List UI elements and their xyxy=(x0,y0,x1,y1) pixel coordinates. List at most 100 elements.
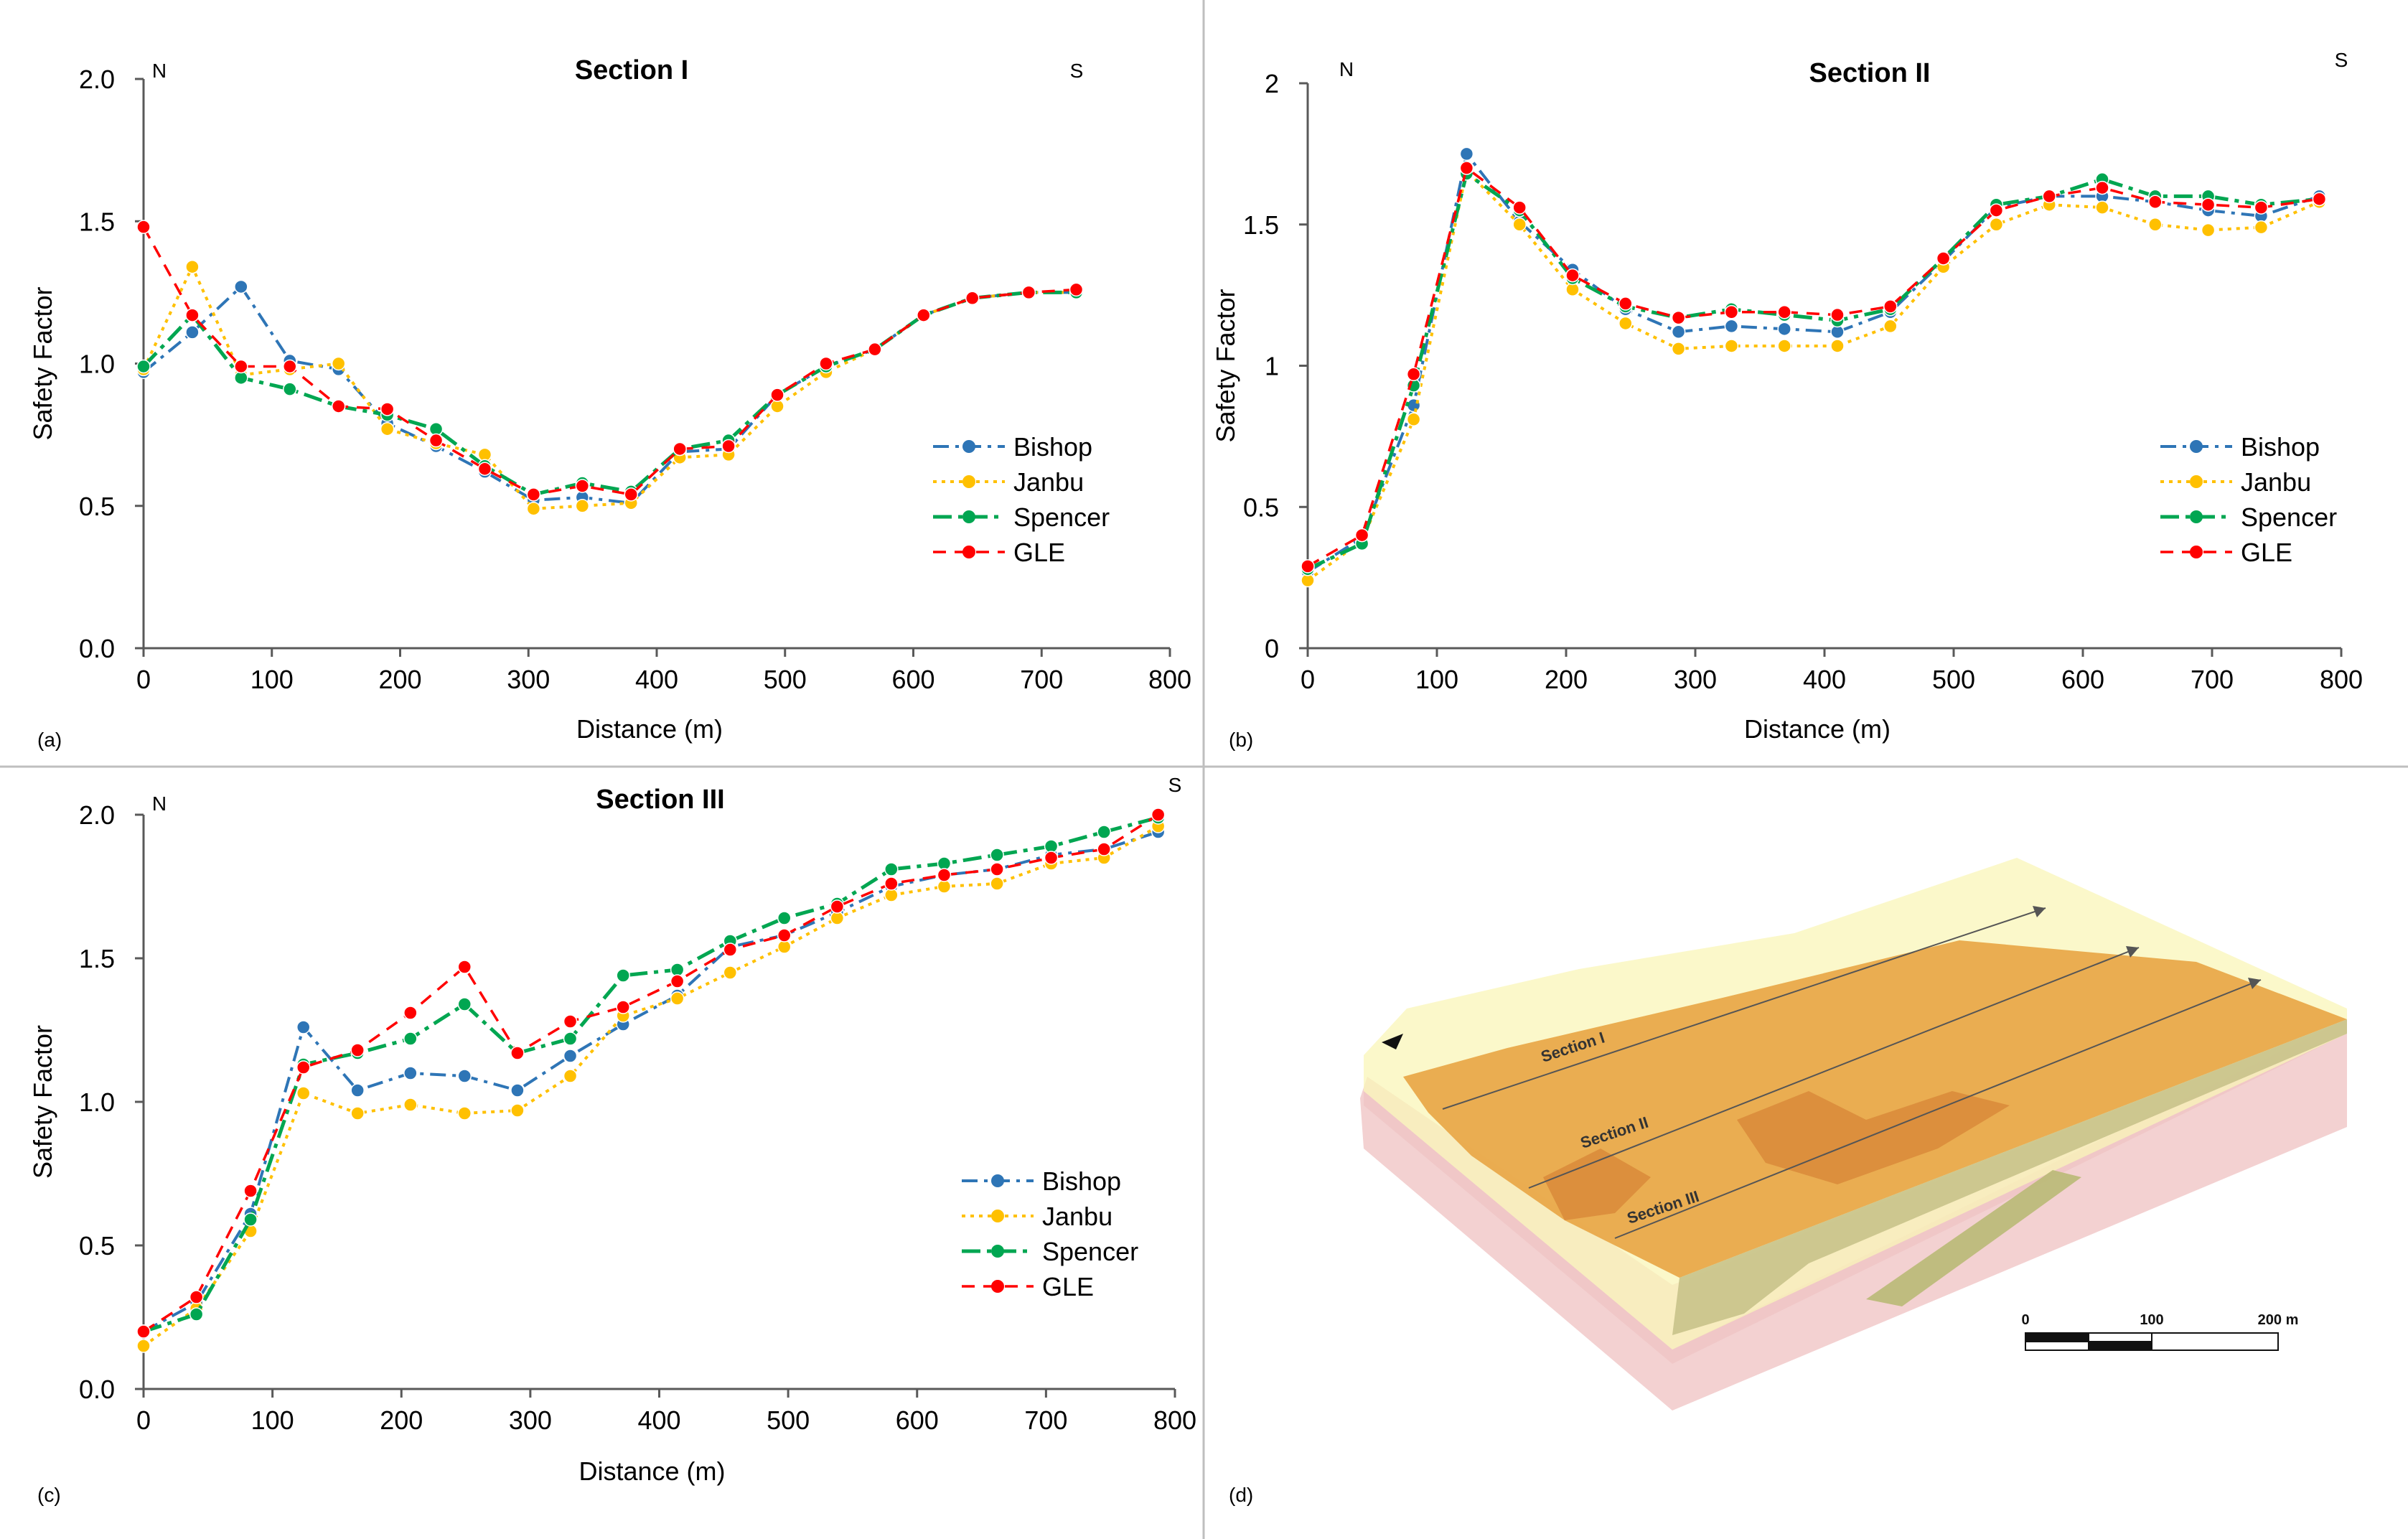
legend-label-spencer: Spencer xyxy=(1013,502,1110,532)
data-point-gle xyxy=(1459,161,1474,175)
y-tick-label: 2.0 xyxy=(79,65,115,94)
series-line-gle xyxy=(143,813,1159,1333)
data-point-janbu xyxy=(1671,342,1686,356)
data-point-janbu xyxy=(670,991,685,1006)
y-tick-label: 0.5 xyxy=(1243,492,1279,522)
series-line-bishop xyxy=(142,285,1077,505)
data-point-bishop xyxy=(1671,324,1686,340)
section-arrow-icon xyxy=(2248,978,2261,989)
data-point-janbu xyxy=(457,1106,472,1121)
terrain-slope-band xyxy=(1672,1019,2347,1335)
x-tick-label: 400 xyxy=(637,1405,680,1435)
terrain-dark-patch xyxy=(1737,1091,2010,1184)
x-tick-label: 300 xyxy=(509,1405,552,1435)
legend-marker-spencer xyxy=(2190,510,2203,523)
legend-marker-bishop xyxy=(962,440,975,453)
y-tick-label: 1.0 xyxy=(79,1087,115,1117)
data-point-gle xyxy=(2312,192,2327,207)
chart-title: Section I xyxy=(575,55,688,85)
terrain-slope-band xyxy=(1866,1170,2081,1306)
legend-label-spencer: Spencer xyxy=(1042,1237,1138,1266)
south-label: S xyxy=(2335,49,2348,71)
x-tick-label: 600 xyxy=(891,665,934,694)
data-point-gle xyxy=(777,928,792,942)
x-tick-label: 100 xyxy=(250,665,294,694)
data-point-gle xyxy=(510,1046,525,1060)
series-line-janbu xyxy=(142,825,1159,1347)
data-point-spencer xyxy=(1097,825,1111,839)
series-line-janbu xyxy=(1306,169,2320,582)
y-tick-label: 0.0 xyxy=(79,1375,115,1404)
data-point-gle xyxy=(1565,268,1580,283)
data-point-gle xyxy=(477,462,492,476)
x-tick-label: 800 xyxy=(2320,665,2363,694)
y-tick-label: 0.5 xyxy=(79,492,115,521)
data-point-spencer xyxy=(189,1307,204,1322)
x-tick-label: 700 xyxy=(1020,665,1063,694)
legend-label-janbu: Janbu xyxy=(2241,467,2311,497)
panel-tag: (d) xyxy=(1229,1484,1253,1506)
data-point-gle xyxy=(1671,310,1686,325)
data-point-gle xyxy=(403,1006,418,1020)
y-tick-label: 2.0 xyxy=(79,800,115,830)
data-point-bishop xyxy=(1459,146,1474,162)
panel-tag: (b) xyxy=(1229,729,1253,751)
data-point-gle xyxy=(624,487,638,502)
legend-label-gle: GLE xyxy=(1042,1272,1094,1301)
south-label: S xyxy=(1070,60,1084,82)
data-point-gle xyxy=(990,862,1004,876)
x-tick-label: 800 xyxy=(1148,665,1191,694)
y-axis-label: Safety Factor xyxy=(1211,289,1240,442)
terrain-dark-patch xyxy=(1543,1149,1651,1220)
legend-marker-spencer xyxy=(962,510,975,523)
panel-tag: (a) xyxy=(37,729,62,751)
y-tick-label: 0.5 xyxy=(79,1231,115,1260)
scale-bar: 0 100 200 m xyxy=(2021,1312,2298,1351)
section-line-ii xyxy=(1528,947,2140,1189)
data-point-gle xyxy=(136,1324,151,1339)
y-tick-label: 0.0 xyxy=(79,634,115,663)
x-tick-label: 500 xyxy=(1932,665,1975,694)
data-point-gle xyxy=(1936,251,1951,266)
data-point-gle xyxy=(380,402,395,416)
data-point-spencer xyxy=(990,848,1004,862)
data-point-janbu xyxy=(350,1106,365,1121)
data-point-janbu xyxy=(1406,412,1421,427)
data-point-janbu xyxy=(526,501,541,516)
series-line-bishop xyxy=(1306,152,2320,574)
data-point-gle xyxy=(1406,367,1421,382)
section-line-iii xyxy=(1614,979,2262,1239)
data-point-gle xyxy=(457,960,472,974)
data-point-bishop xyxy=(1724,319,1739,334)
data-point-bishop xyxy=(563,1049,578,1063)
data-point-gle xyxy=(189,1290,204,1304)
y-tick-label: 1.0 xyxy=(79,350,115,379)
north-label: N xyxy=(152,60,167,82)
y-tick-label: 2 xyxy=(1265,69,1279,98)
data-point-gle xyxy=(428,433,444,448)
data-point-gle xyxy=(1618,296,1633,311)
data-point-gle xyxy=(819,356,833,371)
data-point-gle xyxy=(350,1043,365,1057)
legend-label-bishop: Bishop xyxy=(1013,432,1092,462)
data-point-spencer xyxy=(457,997,472,1011)
y-tick-label: 1.5 xyxy=(79,944,115,973)
legend-marker-gle xyxy=(991,1280,1004,1293)
data-point-janbu xyxy=(2254,220,2269,235)
data-point-gle xyxy=(723,942,738,957)
data-point-bishop xyxy=(403,1066,418,1080)
data-point-gle xyxy=(296,1060,311,1075)
x-tick-label: 0 xyxy=(136,665,151,694)
legend-marker-bishop xyxy=(991,1174,1004,1187)
data-point-gle xyxy=(234,359,248,374)
legend-label-janbu: Janbu xyxy=(1042,1202,1112,1231)
y-axis-label: Safety Factor xyxy=(28,1025,57,1179)
series-line-spencer xyxy=(143,815,1159,1334)
section-arrow-icon xyxy=(2126,946,2139,958)
north-label: N xyxy=(152,792,167,815)
data-point-spencer xyxy=(243,1212,258,1227)
chart-title: Section III xyxy=(596,785,724,815)
chart-section-iii: 0.0 0.5 1.0 1.5 2.0 0 100 200 300 400 500 600 700 800… xyxy=(28,774,1196,1506)
x-axis-label: Distance (m) xyxy=(578,1456,725,1486)
x-tick-label: 0 xyxy=(136,1405,151,1435)
